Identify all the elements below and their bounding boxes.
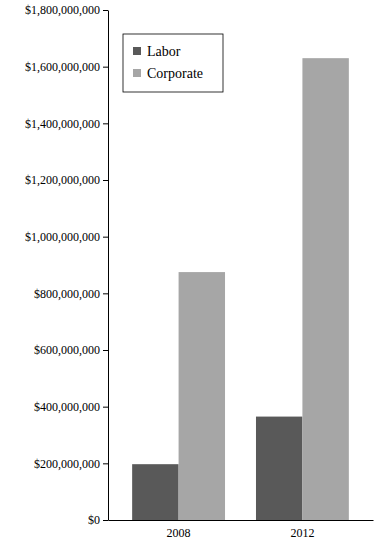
- y-tick-mark: [103, 67, 108, 68]
- x-tick-label: 2012: [290, 526, 314, 540]
- x-tick-label: 2008: [167, 526, 191, 540]
- x-tick: 2012: [290, 520, 314, 540]
- y-tick-label: $1,400,000,000: [25, 117, 100, 131]
- y-axis-line: [108, 11, 109, 521]
- y-tick-label: $0: [88, 513, 100, 527]
- y-tick: $600,000,000: [34, 343, 108, 357]
- y-tick: $400,000,000: [34, 400, 108, 414]
- y-tick-label: $600,000,000: [34, 343, 100, 357]
- legend-label: Corporate: [147, 66, 203, 81]
- legend-box: [123, 34, 223, 92]
- legend-swatch: [133, 69, 141, 77]
- y-tick: $1,400,000,000: [25, 117, 108, 131]
- y-tick-label: $1,600,000,000: [25, 60, 100, 74]
- y-tick: $800,000,000: [34, 287, 108, 301]
- y-axis: $0 $200,000,000 $400,000,000 $600,000,000 $8…: [25, 3, 109, 527]
- legend: Labor Corporate: [123, 34, 223, 92]
- y-tick-mark: [103, 293, 108, 294]
- x-tick: 2008: [167, 520, 191, 540]
- bar: [302, 58, 348, 520]
- y-tick-mark: [103, 123, 108, 124]
- y-tick: $1,800,000,000: [25, 3, 108, 17]
- y-tick-label: $400,000,000: [34, 400, 100, 414]
- y-tick: $0: [88, 513, 108, 527]
- y-tick-mark: [103, 10, 108, 11]
- y-tick-label: $800,000,000: [34, 287, 100, 301]
- y-tick-mark: [103, 407, 108, 408]
- legend-label: Labor: [147, 44, 181, 59]
- y-tick: $1,000,000,000: [25, 230, 108, 244]
- plot: $0 $200,000,000 $400,000,000 $600,000,000 $8…: [25, 3, 374, 539]
- y-tick-label: $1,800,000,000: [25, 3, 100, 17]
- y-tick-mark: [103, 463, 108, 464]
- y-tick: $200,000,000: [34, 457, 108, 471]
- y-tick-label: $1,000,000,000: [25, 230, 100, 244]
- y-tick: $1,600,000,000: [25, 60, 108, 74]
- y-tick-mark: [103, 520, 108, 521]
- y-tick-mark: [103, 237, 108, 238]
- y-tick-mark: [103, 180, 108, 181]
- bar: [256, 417, 302, 520]
- bar: [179, 272, 225, 520]
- x-axis-line: [109, 520, 374, 521]
- chart: $0 $200,000,000 $400,000,000 $600,000,000 $8…: [0, 0, 381, 550]
- bar: [132, 464, 178, 520]
- y-tick-label: $1,200,000,000: [25, 173, 100, 187]
- bars: [132, 58, 349, 520]
- y-tick-mark: [103, 350, 108, 351]
- x-axis: 2008 2012: [109, 520, 374, 540]
- y-tick: $1,200,000,000: [25, 173, 108, 187]
- y-tick-label: $200,000,000: [34, 457, 100, 471]
- legend-swatch: [133, 47, 141, 55]
